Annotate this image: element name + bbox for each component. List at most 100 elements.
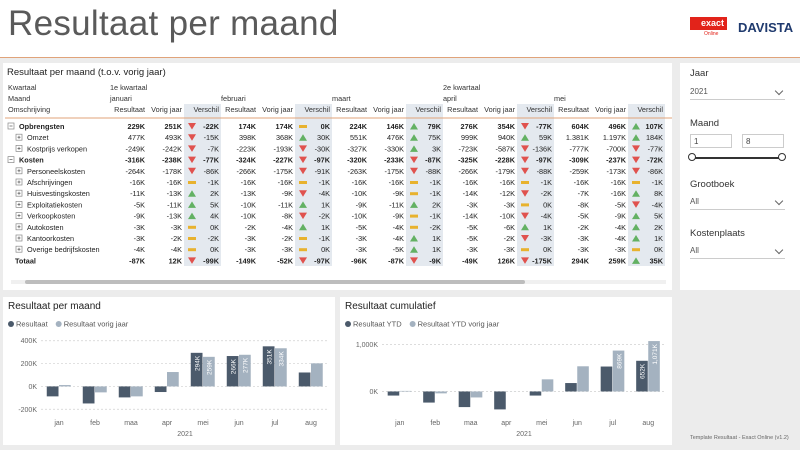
cell-value: -3K bbox=[171, 223, 182, 232]
cell-value: -9K bbox=[134, 212, 145, 221]
cell-value: -9K bbox=[393, 189, 404, 198]
filter-label: Grootboek bbox=[690, 179, 735, 190]
bar bbox=[529, 391, 542, 396]
y-tick-label: 1,000K bbox=[356, 342, 379, 349]
cell-value: 184K bbox=[646, 133, 663, 142]
cell-value: -700K bbox=[607, 144, 627, 153]
dropdown[interactable]: All bbox=[690, 195, 785, 210]
kpi-icon bbox=[410, 156, 418, 164]
kpi-icon bbox=[188, 225, 196, 229]
cell-value: -2K bbox=[578, 223, 589, 232]
cell-value: -14K bbox=[463, 189, 479, 198]
row-header: Omschrijving bbox=[8, 105, 50, 114]
kpi-icon bbox=[299, 201, 307, 208]
cell-value: -96K bbox=[351, 256, 368, 265]
cell-value: -9K bbox=[429, 256, 441, 265]
cell-value: -16K bbox=[389, 178, 405, 187]
range-to[interactable]: 8 bbox=[742, 134, 784, 148]
bar bbox=[541, 379, 554, 392]
cell-value: -6K bbox=[504, 223, 515, 232]
y-tick-label: -200K bbox=[18, 407, 37, 414]
kpi-icon bbox=[410, 192, 418, 196]
cell-value: 0K bbox=[543, 245, 552, 254]
kpi-icon bbox=[299, 145, 307, 152]
slider-knob[interactable] bbox=[778, 153, 786, 161]
bar bbox=[131, 386, 143, 397]
kpi-icon bbox=[632, 248, 640, 252]
cell-value: 368K bbox=[276, 133, 293, 142]
cell-value: -316K bbox=[125, 156, 146, 165]
cell-value: -3K bbox=[504, 200, 515, 209]
diff-column-bg bbox=[517, 104, 554, 266]
kpi-icon bbox=[188, 237, 196, 240]
cell-value: -4K bbox=[615, 234, 626, 243]
cell-value: -587K bbox=[496, 144, 516, 153]
cell-value: 107K bbox=[646, 122, 664, 131]
kpi-icon bbox=[410, 257, 418, 264]
kpi-icon bbox=[632, 145, 640, 152]
row-header: Maand bbox=[8, 94, 30, 103]
row-label: Huisvestingskosten bbox=[27, 189, 90, 198]
bar bbox=[387, 391, 400, 396]
x-tick-label: aug bbox=[305, 420, 317, 427]
column-header: Verschil bbox=[526, 105, 552, 114]
cell-value: -249K bbox=[126, 144, 146, 153]
cell-value: -2K bbox=[319, 212, 330, 221]
cell-value: 0K bbox=[654, 245, 663, 254]
cell-value: -263K bbox=[348, 167, 368, 176]
cell-value: -13K bbox=[241, 189, 257, 198]
cell-value: -2K bbox=[541, 189, 552, 198]
dropdown[interactable]: All bbox=[690, 244, 785, 259]
dropdown-value: 2021 bbox=[690, 87, 708, 96]
x-tick-label: feb bbox=[430, 420, 440, 427]
cell-value: -4K bbox=[393, 223, 404, 232]
filter-panel bbox=[680, 63, 800, 290]
cell-value: 174K bbox=[276, 122, 294, 131]
kpi-icon bbox=[632, 167, 640, 175]
row-label: Exploitatiekosten bbox=[27, 200, 82, 209]
legend-swatch bbox=[8, 321, 14, 327]
scrollbar-thumb[interactable] bbox=[25, 280, 525, 284]
cell-value: -9K bbox=[282, 189, 293, 198]
bar bbox=[565, 383, 577, 392]
bar bbox=[648, 341, 660, 392]
cell-value: -5K bbox=[393, 245, 404, 254]
cell-value: 2K bbox=[210, 189, 219, 198]
cell-value: -87K bbox=[425, 156, 442, 165]
dropdown[interactable]: 2021 bbox=[690, 85, 785, 100]
cell-value: 2K bbox=[654, 223, 663, 232]
cell-value: -88K bbox=[537, 167, 553, 176]
bar bbox=[203, 356, 215, 387]
bar bbox=[298, 372, 311, 387]
row-label: Totaal bbox=[15, 256, 36, 265]
kpi-icon bbox=[188, 123, 196, 130]
cell-value: -16K bbox=[500, 178, 516, 187]
legend-label: Resultaat vorig jaar bbox=[64, 320, 129, 329]
cell-value: -223K bbox=[237, 144, 257, 153]
cell-value: 5K bbox=[654, 212, 663, 221]
cell-value: -309K bbox=[569, 156, 590, 165]
column-header: Vorig jaar bbox=[595, 105, 626, 114]
bar bbox=[470, 391, 483, 398]
cell-value: -3K bbox=[134, 234, 145, 243]
cell-value: -327K bbox=[348, 144, 368, 153]
column-header: Vorig jaar bbox=[373, 105, 404, 114]
cell-value: 0K bbox=[543, 200, 552, 209]
cell-value: -9K bbox=[393, 212, 404, 221]
bar bbox=[262, 346, 275, 387]
range-from[interactable]: 1 bbox=[690, 134, 732, 148]
cell-value: -77K bbox=[648, 144, 664, 153]
month-label: mei bbox=[554, 94, 566, 103]
row-label: Kostprijs verkopen bbox=[27, 144, 87, 153]
kpi-icon bbox=[632, 156, 640, 164]
slider-track bbox=[692, 157, 782, 159]
kpi-icon bbox=[188, 181, 196, 184]
cell-value: -179K bbox=[496, 167, 516, 176]
slider-knob[interactable] bbox=[688, 153, 696, 161]
cell-value: -77K bbox=[536, 122, 553, 131]
kpi-icon bbox=[521, 145, 529, 152]
kpi-icon bbox=[410, 214, 418, 218]
x-tick-label: apr bbox=[162, 420, 173, 427]
bar bbox=[95, 386, 107, 393]
x-tick-label: jul bbox=[270, 420, 278, 427]
